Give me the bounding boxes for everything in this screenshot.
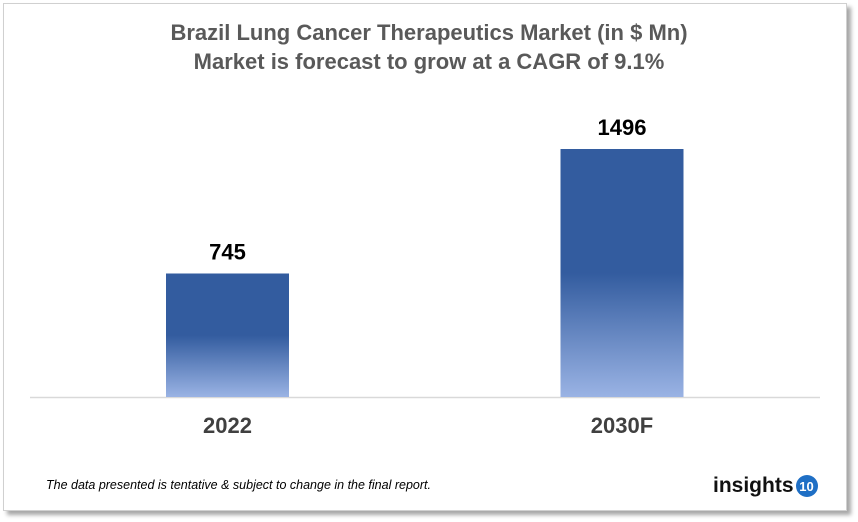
- x-tick-label: 2030F: [591, 413, 653, 438]
- logo-text: insights: [713, 474, 794, 497]
- disclaimer-note: The data presented is tentative & subjec…: [46, 478, 431, 492]
- data-label: 1496: [598, 115, 647, 140]
- logo-badge: 10: [795, 475, 818, 497]
- chart-frame: [3, 3, 847, 511]
- chart-subtitle: Market is forecast to grow at a CAGR of …: [193, 49, 665, 74]
- bar-2030F: [560, 149, 684, 397]
- insights10-logo: insights 10: [713, 474, 818, 498]
- data-label: 745: [209, 239, 246, 264]
- x-tick-label: 2022: [203, 413, 252, 438]
- chart-title: Brazil Lung Cancer Therapeutics Market (…: [170, 20, 688, 45]
- bar-2022: [166, 273, 289, 397]
